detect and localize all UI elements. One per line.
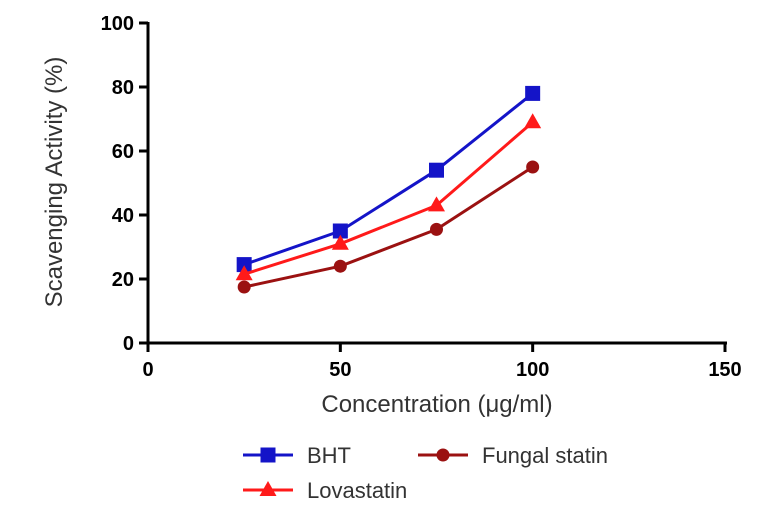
series-fungal-statin: [237, 160, 540, 294]
axes: [146, 22, 727, 345]
series-line: [243, 121, 534, 276]
series-bht: [236, 85, 541, 273]
legend-label: Fungal statin: [482, 443, 608, 468]
series-line: [243, 92, 534, 267]
series-lovastatin: [235, 113, 542, 281]
data-point: [333, 259, 347, 273]
y-tick-label: 60: [112, 141, 134, 163]
legend-item: Fungal statin: [418, 443, 608, 468]
legend-label: Lovastatin: [307, 478, 407, 503]
y-tick-label: 100: [101, 13, 134, 35]
series-line: [243, 165, 534, 289]
y-axis-title: Scavenging Activity (%): [41, 57, 68, 308]
legend: BHT Fungal statin Lovastatin: [243, 443, 608, 503]
y-tick-label: 80: [112, 77, 134, 99]
data-point: [237, 280, 251, 294]
data-point: [331, 234, 349, 250]
y-tick-label: 0: [123, 333, 134, 355]
data-point: [430, 222, 443, 236]
legend-label: BHT: [307, 443, 351, 468]
data-point: [429, 162, 444, 178]
data-point: [235, 265, 253, 281]
data-point: [236, 257, 252, 273]
legend-marker: [259, 481, 277, 496]
x-tick-label: 150: [708, 359, 741, 381]
x-axis-title: Concentration (μg/ml): [321, 391, 552, 418]
y-ticks: 0 20 40 60 80 100: [101, 13, 148, 355]
data-point: [332, 223, 348, 239]
y-tick-label: 20: [112, 269, 134, 291]
data-point: [524, 113, 542, 129]
series-layer: [235, 85, 542, 294]
x-ticks: 0 50 100 150: [142, 343, 742, 381]
legend-item: BHT: [243, 443, 351, 468]
data-point: [526, 160, 540, 174]
x-tick-label: 0: [142, 359, 153, 381]
x-tick-label: 100: [516, 359, 549, 381]
x-tick-label: 50: [329, 359, 351, 381]
legend-marker: [260, 447, 276, 463]
y-tick-label: 40: [112, 205, 134, 227]
legend-marker: [436, 448, 450, 462]
data-point: [525, 85, 541, 101]
legend-item: Lovastatin: [243, 478, 407, 503]
data-point: [428, 196, 445, 212]
